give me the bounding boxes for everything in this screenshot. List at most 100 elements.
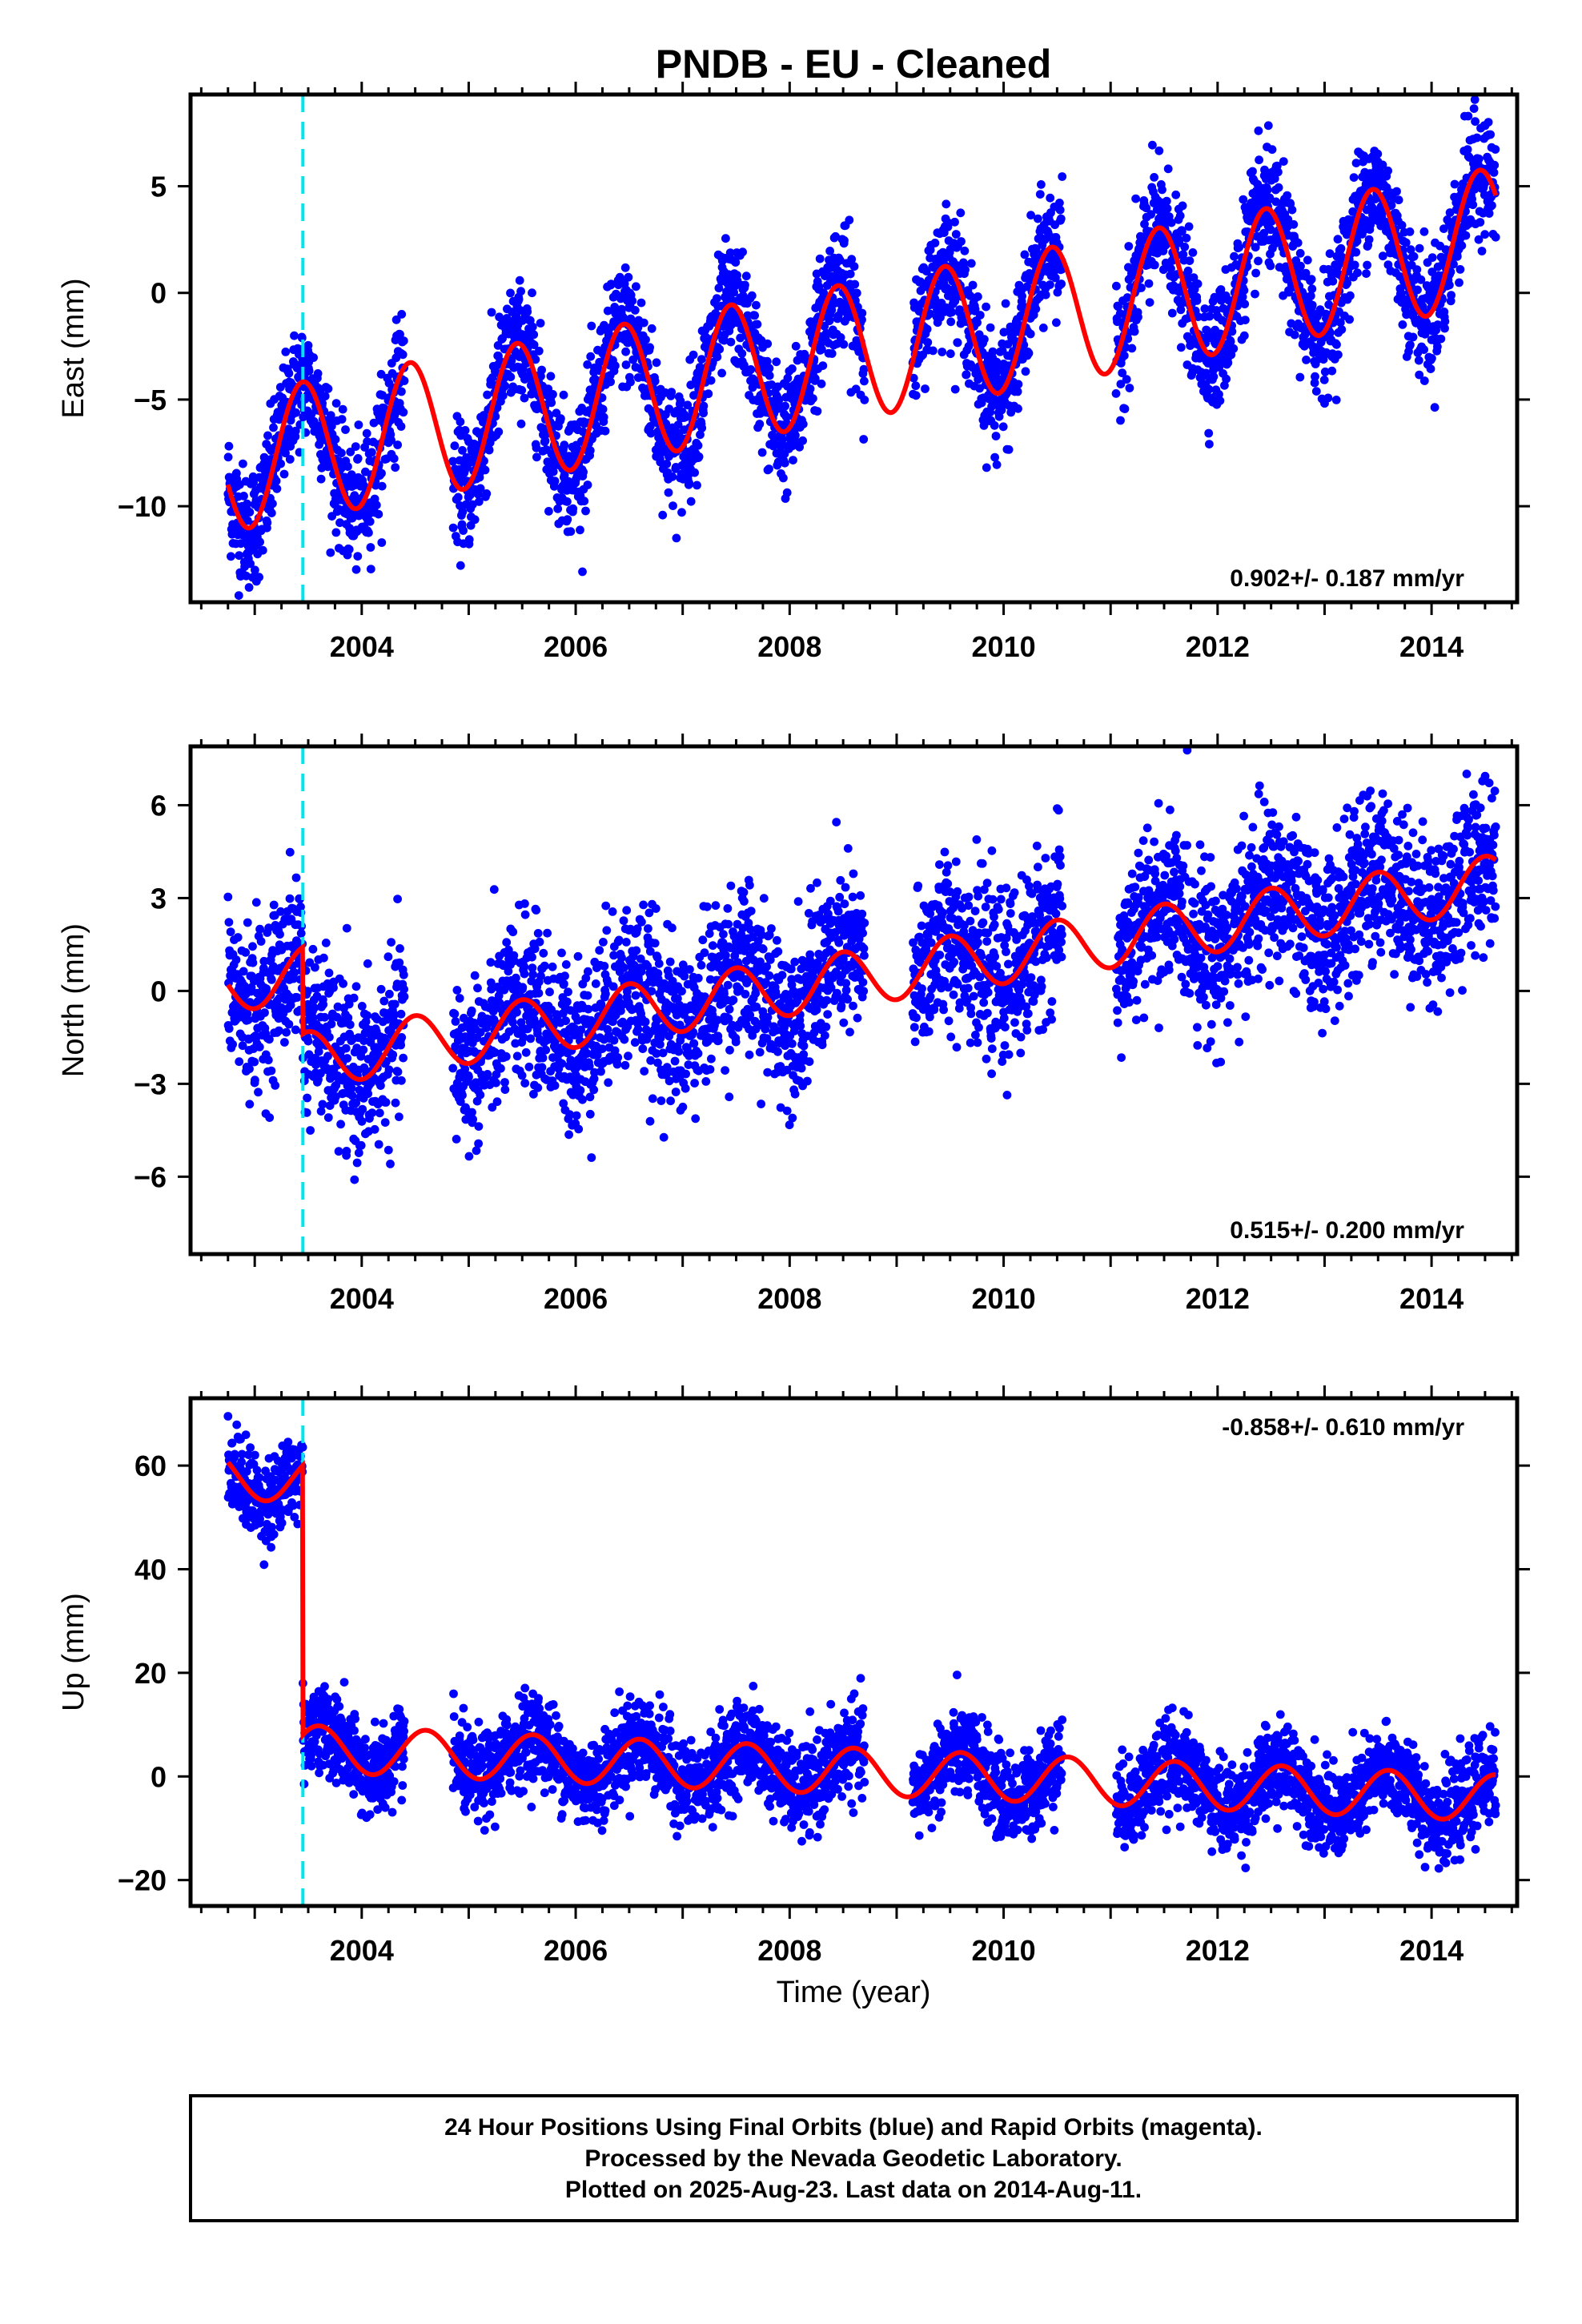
east-data-point	[683, 400, 693, 410]
east-data-point	[1412, 265, 1422, 274]
east-data-point	[536, 319, 545, 328]
east-data-point	[1193, 279, 1203, 288]
east-data-point	[814, 282, 824, 292]
east-data-point	[243, 499, 251, 509]
north-data-point	[357, 1002, 367, 1011]
north-data-point	[251, 898, 261, 907]
east-data-point	[376, 369, 386, 379]
east-data-point	[1405, 227, 1415, 236]
east-data-point	[548, 390, 557, 399]
east-data-point	[1230, 251, 1239, 261]
east-data-point	[667, 388, 677, 396]
north-data-point	[374, 1140, 383, 1149]
east-data-point	[506, 288, 515, 298]
east-data-point	[805, 384, 815, 393]
east-data-point	[1283, 191, 1292, 200]
east-data-point	[600, 426, 610, 436]
north-data-point	[533, 929, 543, 938]
east-data-point	[750, 311, 759, 320]
east-data-point	[632, 282, 640, 292]
east-data-point	[1055, 205, 1065, 215]
east-data-point	[1392, 187, 1401, 196]
east-data-point	[990, 420, 999, 430]
north-data-point	[512, 1007, 521, 1017]
east-data-point	[528, 288, 536, 298]
east-data-point	[1414, 356, 1423, 365]
east-data-point	[399, 336, 408, 345]
north-data-point	[393, 1068, 403, 1076]
east-data-point	[1058, 172, 1067, 181]
north-data-point	[250, 1057, 259, 1067]
east-data-point	[1026, 329, 1035, 339]
north-data-point	[576, 1086, 585, 1095]
east-data-point	[578, 567, 587, 577]
east-data-point	[559, 390, 568, 400]
east-data-point	[1021, 367, 1030, 376]
north-data-point	[306, 1126, 315, 1135]
east-data-point	[645, 422, 655, 431]
east-data-point	[639, 318, 648, 328]
east-data-point	[628, 296, 637, 306]
east-data-point	[1255, 155, 1263, 165]
east-data-point	[351, 442, 360, 451]
east-data-point	[676, 396, 685, 406]
east-data-point	[398, 350, 408, 360]
north-data-point	[468, 1115, 477, 1124]
east-data-point	[1491, 232, 1500, 242]
north-data-point	[265, 1113, 275, 1122]
north-data-point	[275, 930, 284, 939]
east-data-point	[1125, 384, 1134, 392]
east-data-point	[619, 313, 628, 323]
east-data-point	[982, 463, 991, 472]
north-data-point	[385, 989, 394, 999]
north-data-point	[381, 1098, 391, 1107]
east-data-point	[991, 432, 1001, 440]
east-data-point	[344, 545, 354, 554]
east-data-point	[377, 468, 386, 478]
east-data-point	[1419, 376, 1429, 385]
north-data-point	[367, 1108, 377, 1117]
east-data-point	[860, 396, 869, 404]
north-data-point	[267, 1066, 276, 1076]
north-data-point	[473, 983, 482, 993]
north-data-point	[260, 1008, 269, 1017]
east-data-point	[313, 369, 323, 378]
east-data-point	[713, 294, 721, 303]
north-data-point	[245, 1100, 255, 1109]
north-data-point	[290, 968, 299, 977]
north-data-point	[256, 937, 266, 946]
east-data-point	[544, 507, 553, 516]
east-data-point	[646, 428, 656, 438]
east-data-point	[548, 467, 558, 476]
east-data-point	[762, 356, 772, 366]
east-data-point	[279, 469, 289, 479]
east-data-point	[284, 368, 294, 378]
east-data-point	[1267, 145, 1277, 155]
east-data-point	[957, 237, 966, 246]
east-data-point	[690, 468, 699, 477]
east-data-point	[929, 346, 938, 356]
east-data-point	[337, 448, 346, 458]
north-data-point	[248, 942, 257, 951]
north-data-point	[391, 1098, 400, 1108]
east-data-point	[755, 420, 765, 428]
east-data-point	[365, 517, 375, 526]
east-data-point	[836, 333, 845, 342]
east-data-point	[726, 337, 736, 347]
east-data-point	[480, 465, 490, 475]
east-data-point	[1349, 173, 1359, 183]
north-data-point	[464, 1072, 473, 1082]
east-data-point	[586, 352, 596, 361]
east-data-point	[1035, 190, 1045, 199]
east-data-point	[236, 539, 246, 549]
north-data-point	[243, 918, 252, 927]
east-data-point	[791, 341, 801, 351]
north-data-point	[292, 993, 302, 1002]
north-data-point	[271, 1081, 280, 1090]
east-data-point	[1014, 404, 1022, 413]
east-data-point	[621, 360, 631, 369]
east-data-point	[1188, 248, 1198, 257]
east-data-point	[1150, 260, 1159, 270]
east-data-point	[650, 376, 660, 386]
